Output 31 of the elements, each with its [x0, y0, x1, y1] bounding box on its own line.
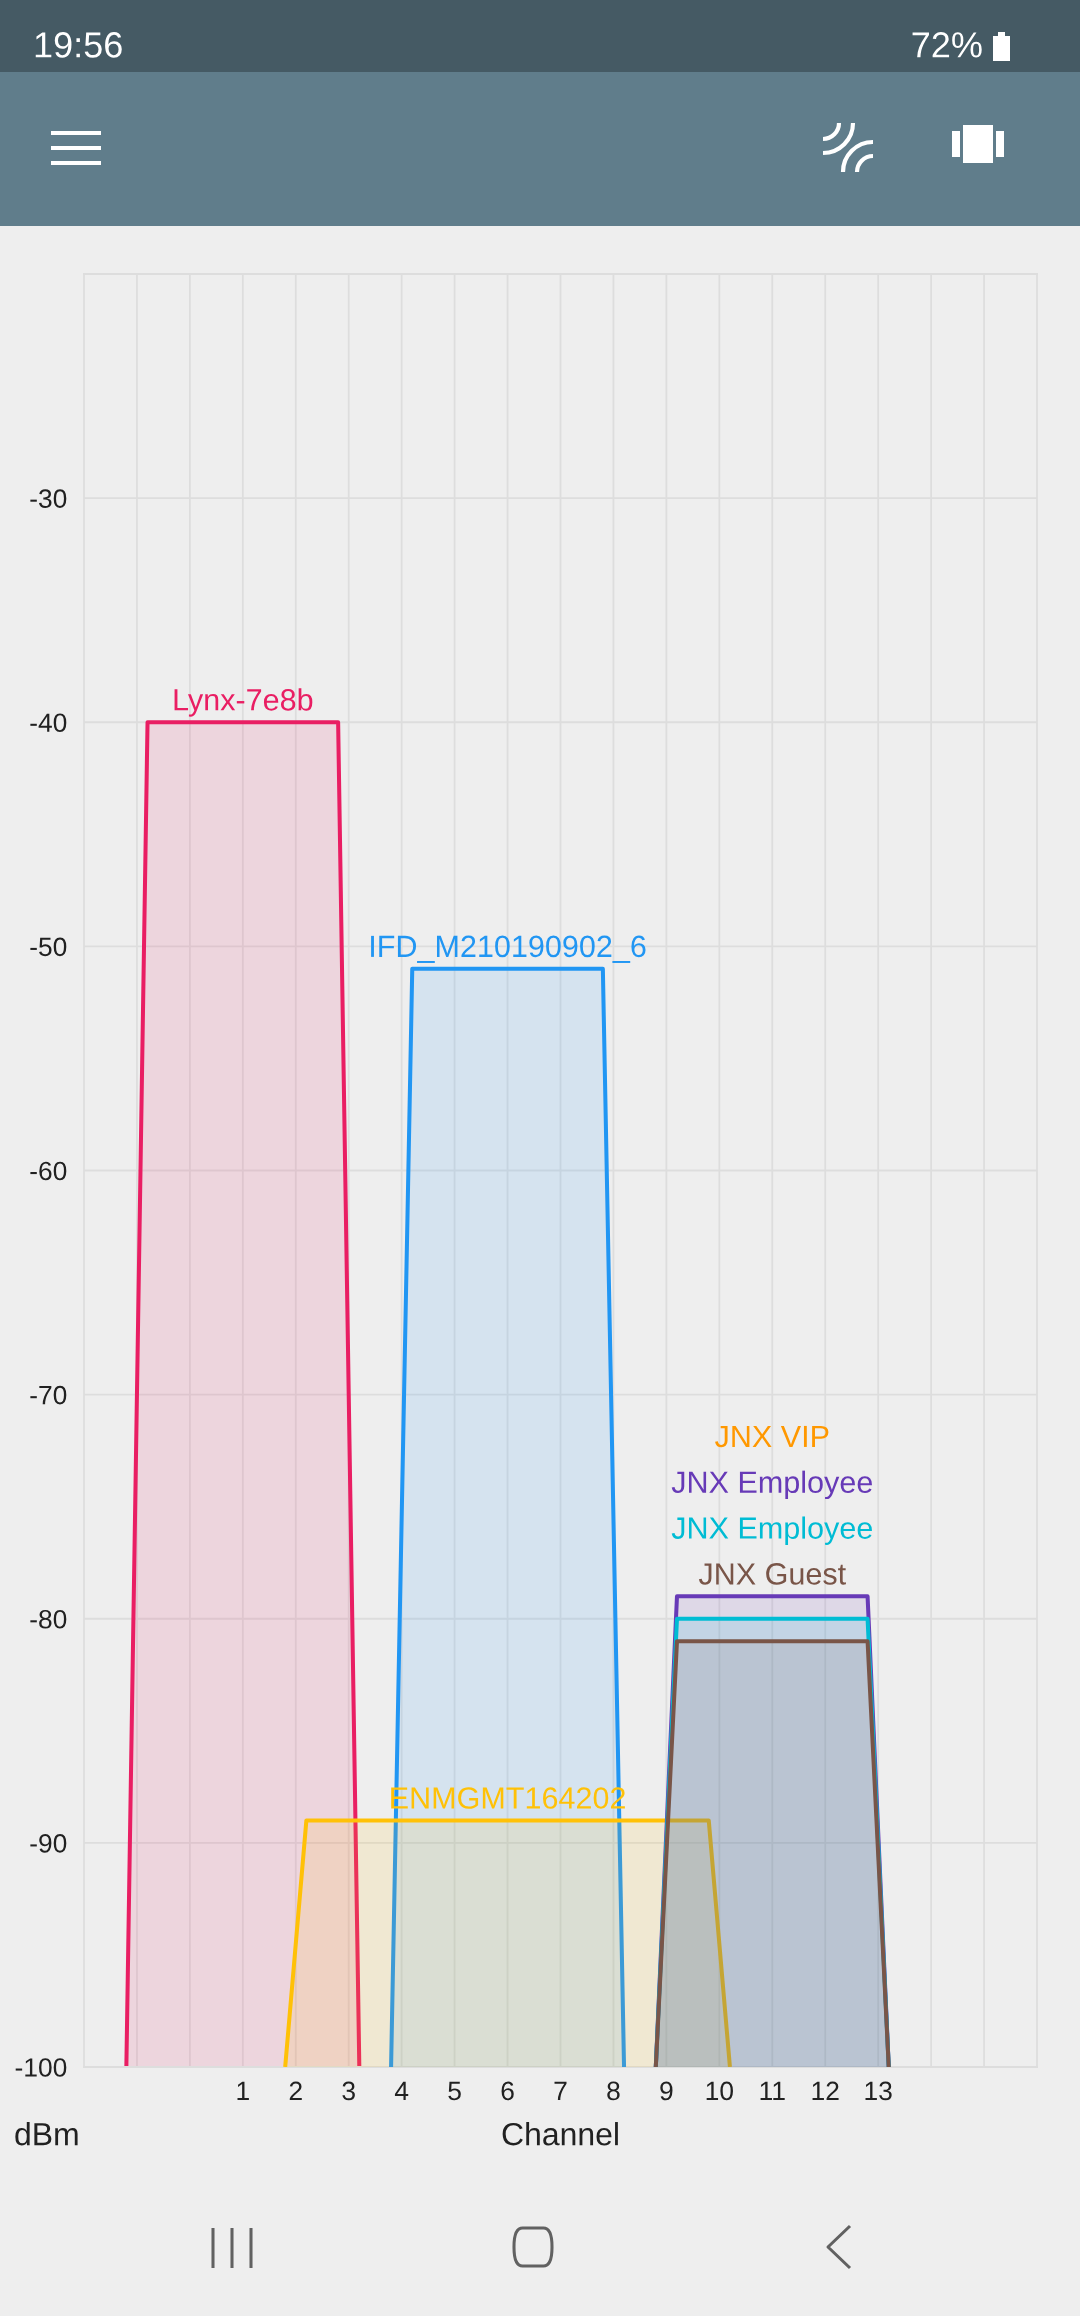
- x-tick-label: 4: [394, 2081, 409, 2101]
- x-tick-label: 5: [448, 2081, 461, 2101]
- x-axis-title: Channel: [502, 2122, 618, 2146]
- x-tick-label: 11: [760, 2081, 785, 2101]
- series-label: IFD_M210190902_6: [371, 935, 646, 963]
- y-tick-label: -30: [30, 489, 67, 508]
- x-tick-label: 10: [706, 2081, 733, 2101]
- text: 19:56: [35, 32, 122, 58]
- x-tick-label: 7: [554, 2081, 567, 2101]
- y-axis-title: dBm: [15, 2122, 78, 2146]
- x-tick-label: 12: [812, 2081, 839, 2101]
- text: JNX Employee: [671, 1470, 872, 1500]
- y-tick-label: -90: [30, 1834, 67, 1853]
- series-label: JNX Guest: [698, 1563, 846, 1585]
- x-tick-label: 1: [237, 2081, 249, 2101]
- legend-label: JNX VIP: [715, 1425, 829, 1448]
- y-tick-label: -80: [30, 1609, 67, 1629]
- series-label: Lynx-7e8b: [174, 688, 313, 717]
- x-tick-label: 3: [342, 2081, 355, 2101]
- text: 72%: [912, 32, 982, 58]
- text: JNX Employee: [671, 1516, 872, 1545]
- y-tick-label: -40: [30, 713, 67, 733]
- y-tick-label: -70: [30, 1385, 67, 1405]
- x-tick-label: 6: [501, 2081, 514, 2101]
- y-tick-label: -50: [30, 937, 67, 957]
- y-tick-label: -60: [30, 1161, 67, 1181]
- x-tick-label: 13: [865, 2081, 892, 2101]
- x-tick-label: 2: [289, 2081, 302, 2101]
- x-tick-label: 9: [660, 2081, 673, 2101]
- x-tick-label: 8: [607, 2081, 620, 2101]
- y-tick-label: -100: [15, 2058, 67, 2077]
